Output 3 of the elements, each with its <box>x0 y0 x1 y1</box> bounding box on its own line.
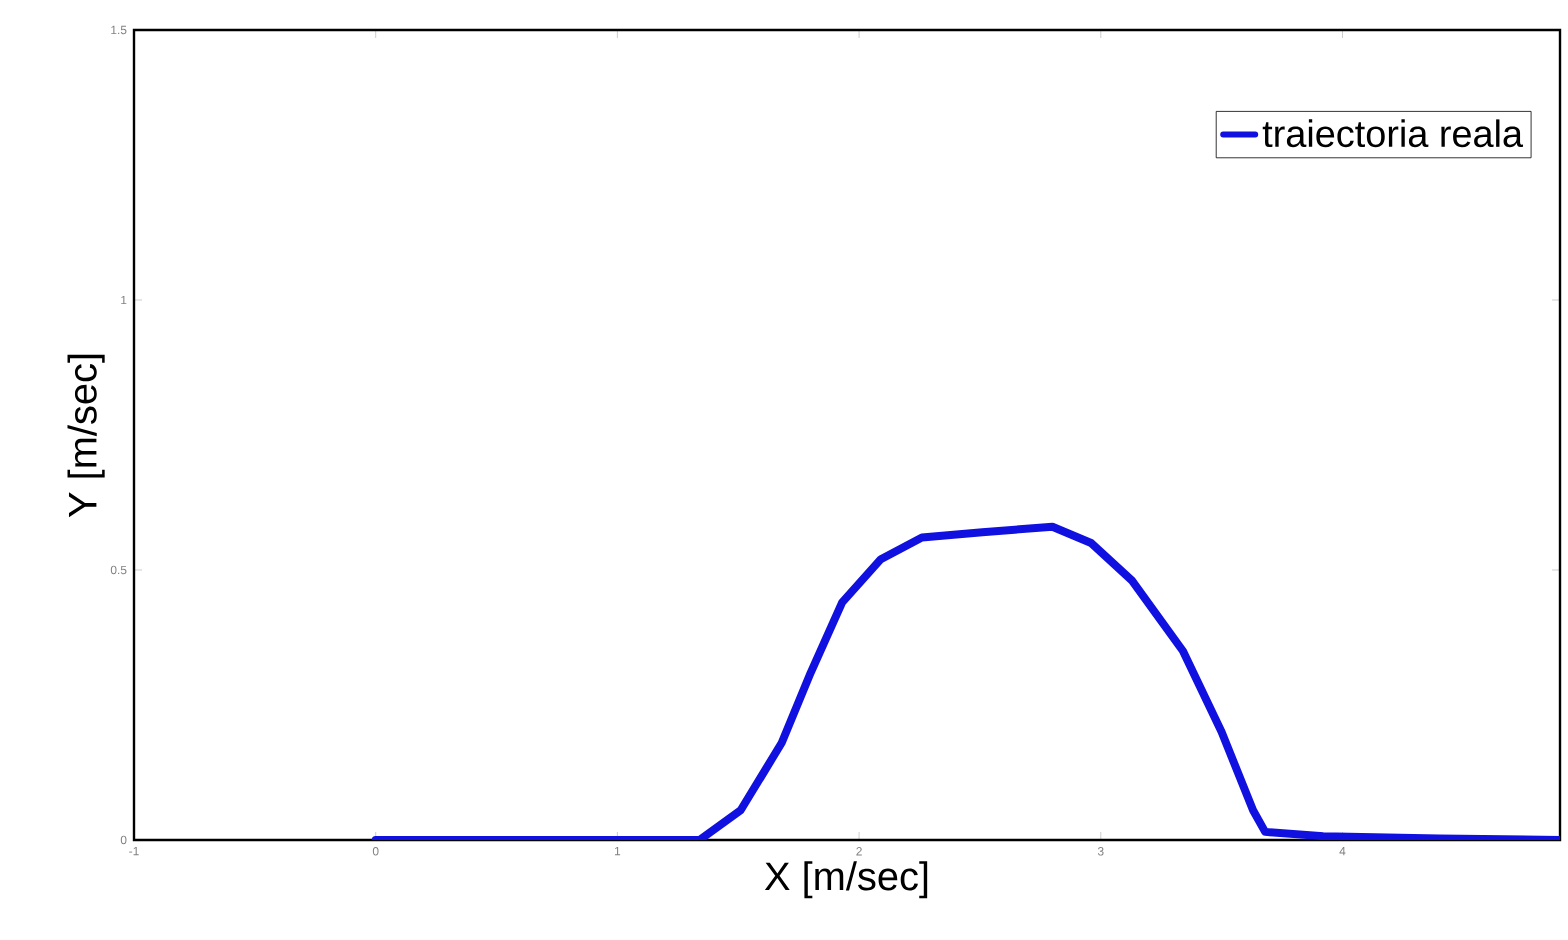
x-axis-title: X [m/sec] <box>764 861 928 899</box>
legend-label: traiectoria reala <box>1262 119 1524 148</box>
y-axis-title: Y [m/sec] <box>67 354 105 518</box>
